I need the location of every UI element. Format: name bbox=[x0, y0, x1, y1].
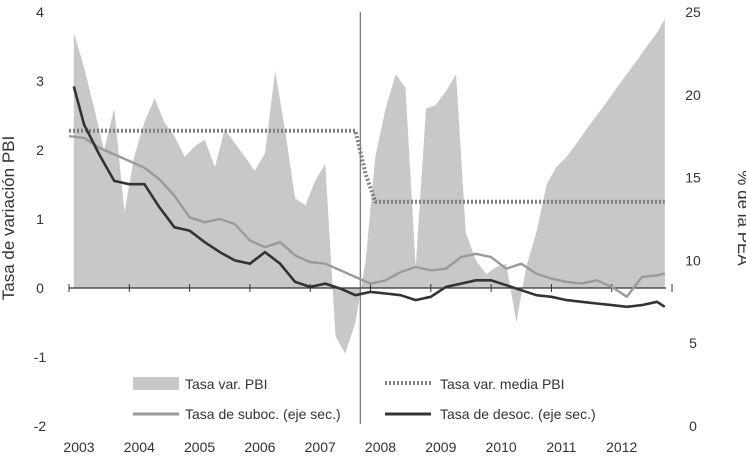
legend-item-gdp-growth: Tasa var. PBI bbox=[133, 376, 267, 392]
axis-layer bbox=[68, 12, 673, 424]
x-tick-label: 2005 bbox=[184, 439, 215, 455]
y-left-tick-label: 4 bbox=[36, 4, 44, 20]
legend-swatch-area bbox=[133, 377, 179, 390]
series-line-3 bbox=[72, 86, 666, 309]
y-right-tick-label: 5 bbox=[689, 335, 697, 351]
y-left-tick-label: 1 bbox=[36, 211, 44, 227]
legend-label-unemployment: Tasa de desoc. (eje sec.) bbox=[440, 406, 596, 422]
y-right-tick-label: 25 bbox=[685, 4, 701, 20]
y-right-tick-label: 0 bbox=[689, 418, 697, 434]
y-right-tick-label: 10 bbox=[685, 252, 701, 268]
y-left-tick-label: 0 bbox=[36, 280, 44, 296]
legend-item-gdp-mean: Tasa var. media PBI bbox=[385, 376, 565, 392]
legend: Tasa var. PBI Tasa var. media PBI Tasa d… bbox=[133, 376, 596, 422]
x-tick-label: 2009 bbox=[425, 439, 456, 455]
y-left-tick-label: 3 bbox=[36, 73, 44, 89]
area-layer bbox=[73, 18, 665, 354]
y-right-tick-label: 15 bbox=[685, 170, 701, 186]
y-right-tick-label: 20 bbox=[685, 87, 701, 103]
x-tick-label: 2004 bbox=[124, 439, 155, 455]
x-tick-label: 2008 bbox=[365, 439, 396, 455]
y-right-axis-title: % de la PEA bbox=[734, 170, 746, 266]
y-left-tick-label: -1 bbox=[34, 349, 47, 365]
tick-layer: -2 -1 0 1 2 3 4 0 5 10 15 20 25 2003 2004 2005 2006 2007 2… bbox=[34, 4, 701, 455]
series-line-1 bbox=[69, 128, 665, 204]
legend-item-unemployment: Tasa de desoc. (eje sec.) bbox=[385, 406, 596, 422]
x-tick-label: 2003 bbox=[63, 439, 94, 455]
legend-label-gdp-growth: Tasa var. PBI bbox=[185, 376, 267, 392]
x-tick-label: 2010 bbox=[486, 439, 517, 455]
legend-label-gdp-mean: Tasa var. media PBI bbox=[440, 376, 565, 392]
x-tick-label: 2007 bbox=[305, 439, 336, 455]
series-area-gdp-growth bbox=[73, 18, 665, 354]
series-line-2 bbox=[68, 135, 666, 298]
line-layer bbox=[68, 86, 666, 309]
x-tick-label: 2012 bbox=[606, 439, 637, 455]
y-left-tick-label: 2 bbox=[36, 142, 44, 158]
x-tick-label: 2006 bbox=[244, 439, 275, 455]
x-tick-label: 2011 bbox=[546, 439, 576, 455]
y-left-axis-title: Tasa de variación PBI bbox=[0, 136, 18, 300]
legend-item-underemployment: Tasa de suboc. (eje sec.) bbox=[133, 406, 341, 422]
y-left-tick-label: -2 bbox=[34, 418, 47, 434]
legend-label-underemployment: Tasa de suboc. (eje sec.) bbox=[185, 406, 341, 422]
